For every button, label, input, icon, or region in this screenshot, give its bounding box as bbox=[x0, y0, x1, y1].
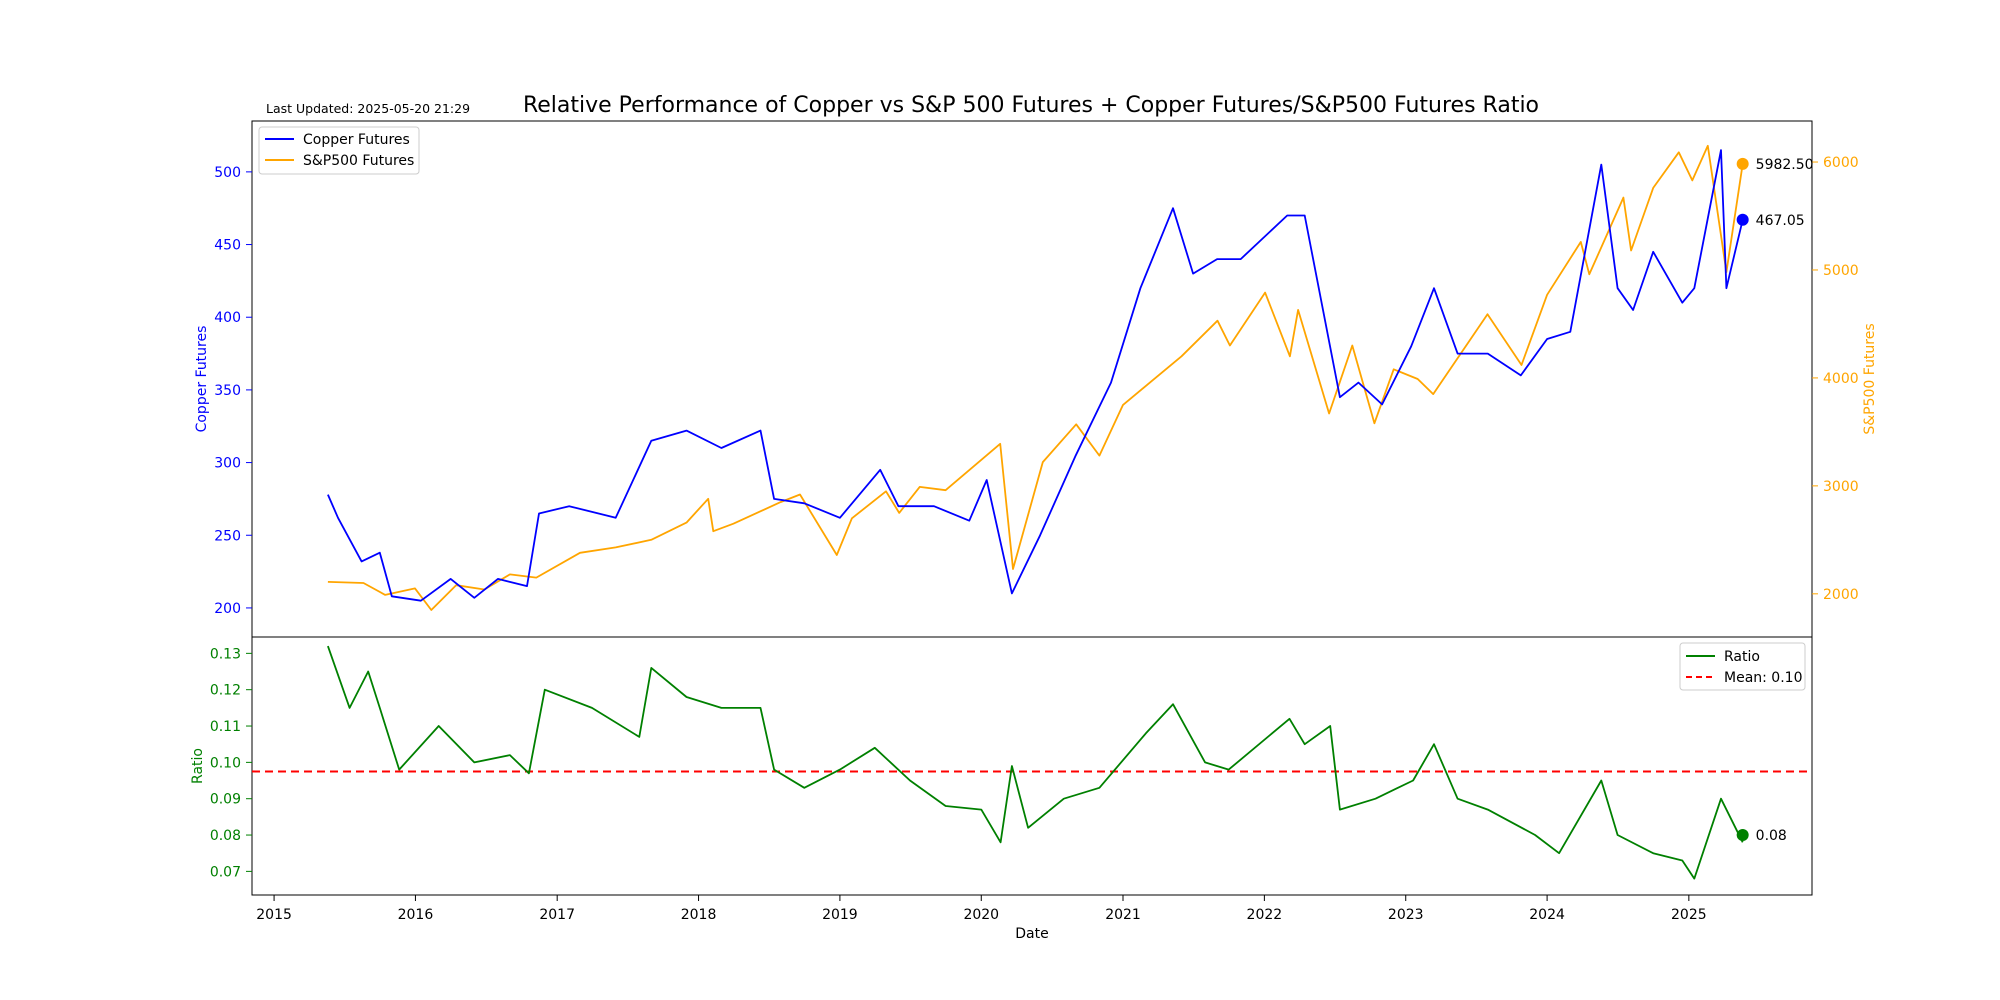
legend-copper-label: Copper Futures bbox=[303, 132, 410, 148]
top-legend-box bbox=[258, 126, 420, 175]
left-y-tick-label: 400 bbox=[214, 310, 241, 326]
chart-title: Relative Performance of Copper vs S&P 50… bbox=[523, 93, 1539, 118]
left-y-tick-label: 250 bbox=[214, 528, 241, 544]
copper-end-label: 467.05 bbox=[1756, 213, 1805, 229]
sp500-futures-line bbox=[327, 144, 1744, 611]
x-tick-label: 2019 bbox=[822, 907, 858, 923]
right-y-tick-label: 6000 bbox=[1823, 155, 1859, 171]
bottom-legend: Ratio Mean: 0.10 bbox=[1679, 642, 1806, 691]
copper-futures-line bbox=[327, 149, 1744, 602]
x-tick-label: 2015 bbox=[256, 907, 292, 923]
legend-mean-label: Mean: 0.10 bbox=[1724, 670, 1802, 686]
x-tick-label: 2024 bbox=[1529, 907, 1565, 923]
x-tick-label: 2023 bbox=[1388, 907, 1424, 923]
x-tick-label: 2016 bbox=[398, 907, 434, 923]
right-y-tick-label: 5000 bbox=[1823, 263, 1859, 279]
left-y-tick-label: 500 bbox=[214, 165, 241, 181]
x-tick-label: 2021 bbox=[1105, 907, 1141, 923]
x-tick-label: 2020 bbox=[963, 907, 999, 923]
left-y-axis-label: Copper Futures bbox=[194, 326, 210, 433]
top-legend: Copper Futures S&P500 Futures bbox=[258, 126, 420, 175]
bottom-plot-frame bbox=[251, 636, 1813, 896]
ratio-y-tick-label: 0.10 bbox=[210, 755, 241, 771]
left-y-tick-label: 300 bbox=[214, 456, 241, 472]
ratio-y-tick-label: 0.12 bbox=[210, 683, 241, 699]
top-plot-frame bbox=[251, 120, 1813, 638]
top-panel: 200 250 300 350 400 450 500 2000 3000 4000 5000 600… bbox=[194, 120, 1878, 638]
left-y-tick-label: 450 bbox=[214, 238, 241, 254]
sp500-end-label: 5982.50 bbox=[1756, 157, 1814, 173]
x-tick-label: 2018 bbox=[681, 907, 717, 923]
last-updated-label: Last Updated: 2025-05-20 21:29 bbox=[266, 101, 470, 116]
ratio-y-axis-label: Ratio bbox=[190, 748, 206, 784]
bottom-legend-box bbox=[1679, 642, 1806, 691]
ratio-end-marker bbox=[1736, 829, 1749, 842]
x-tick-label: 2022 bbox=[1247, 907, 1283, 923]
copper-end-marker bbox=[1736, 213, 1749, 226]
legend-ratio-label: Ratio bbox=[1724, 649, 1760, 665]
x-axis-label: Date bbox=[1015, 926, 1048, 942]
legend-sp500-label: S&P500 Futures bbox=[303, 153, 414, 169]
right-y-tick-label: 3000 bbox=[1823, 479, 1859, 495]
ratio-y-tick-label: 0.09 bbox=[210, 792, 241, 808]
ratio-y-tick-label: 0.13 bbox=[210, 646, 241, 662]
sp500-end-marker bbox=[1736, 157, 1749, 170]
ratio-y-tick-label: 0.11 bbox=[210, 719, 241, 735]
right-y-tick-label: 4000 bbox=[1823, 371, 1859, 387]
left-y-tick-label: 200 bbox=[214, 601, 241, 617]
bottom-panel: 0.07 0.08 0.09 0.10 0.11 0.12 0.13 Ratio 2015 201… bbox=[190, 636, 1813, 942]
x-tick-label: 2025 bbox=[1671, 907, 1707, 923]
left-y-tick-label: 350 bbox=[214, 383, 241, 399]
right-y-axis-label: S&P500 Futures bbox=[1862, 323, 1878, 434]
x-tick-label: 2017 bbox=[539, 907, 575, 923]
ratio-end-label: 0.08 bbox=[1756, 828, 1787, 844]
right-y-tick-label: 2000 bbox=[1823, 587, 1859, 603]
ratio-y-tick-label: 0.07 bbox=[210, 864, 241, 880]
ratio-line bbox=[327, 645, 1744, 880]
ratio-y-tick-label: 0.08 bbox=[210, 828, 241, 844]
